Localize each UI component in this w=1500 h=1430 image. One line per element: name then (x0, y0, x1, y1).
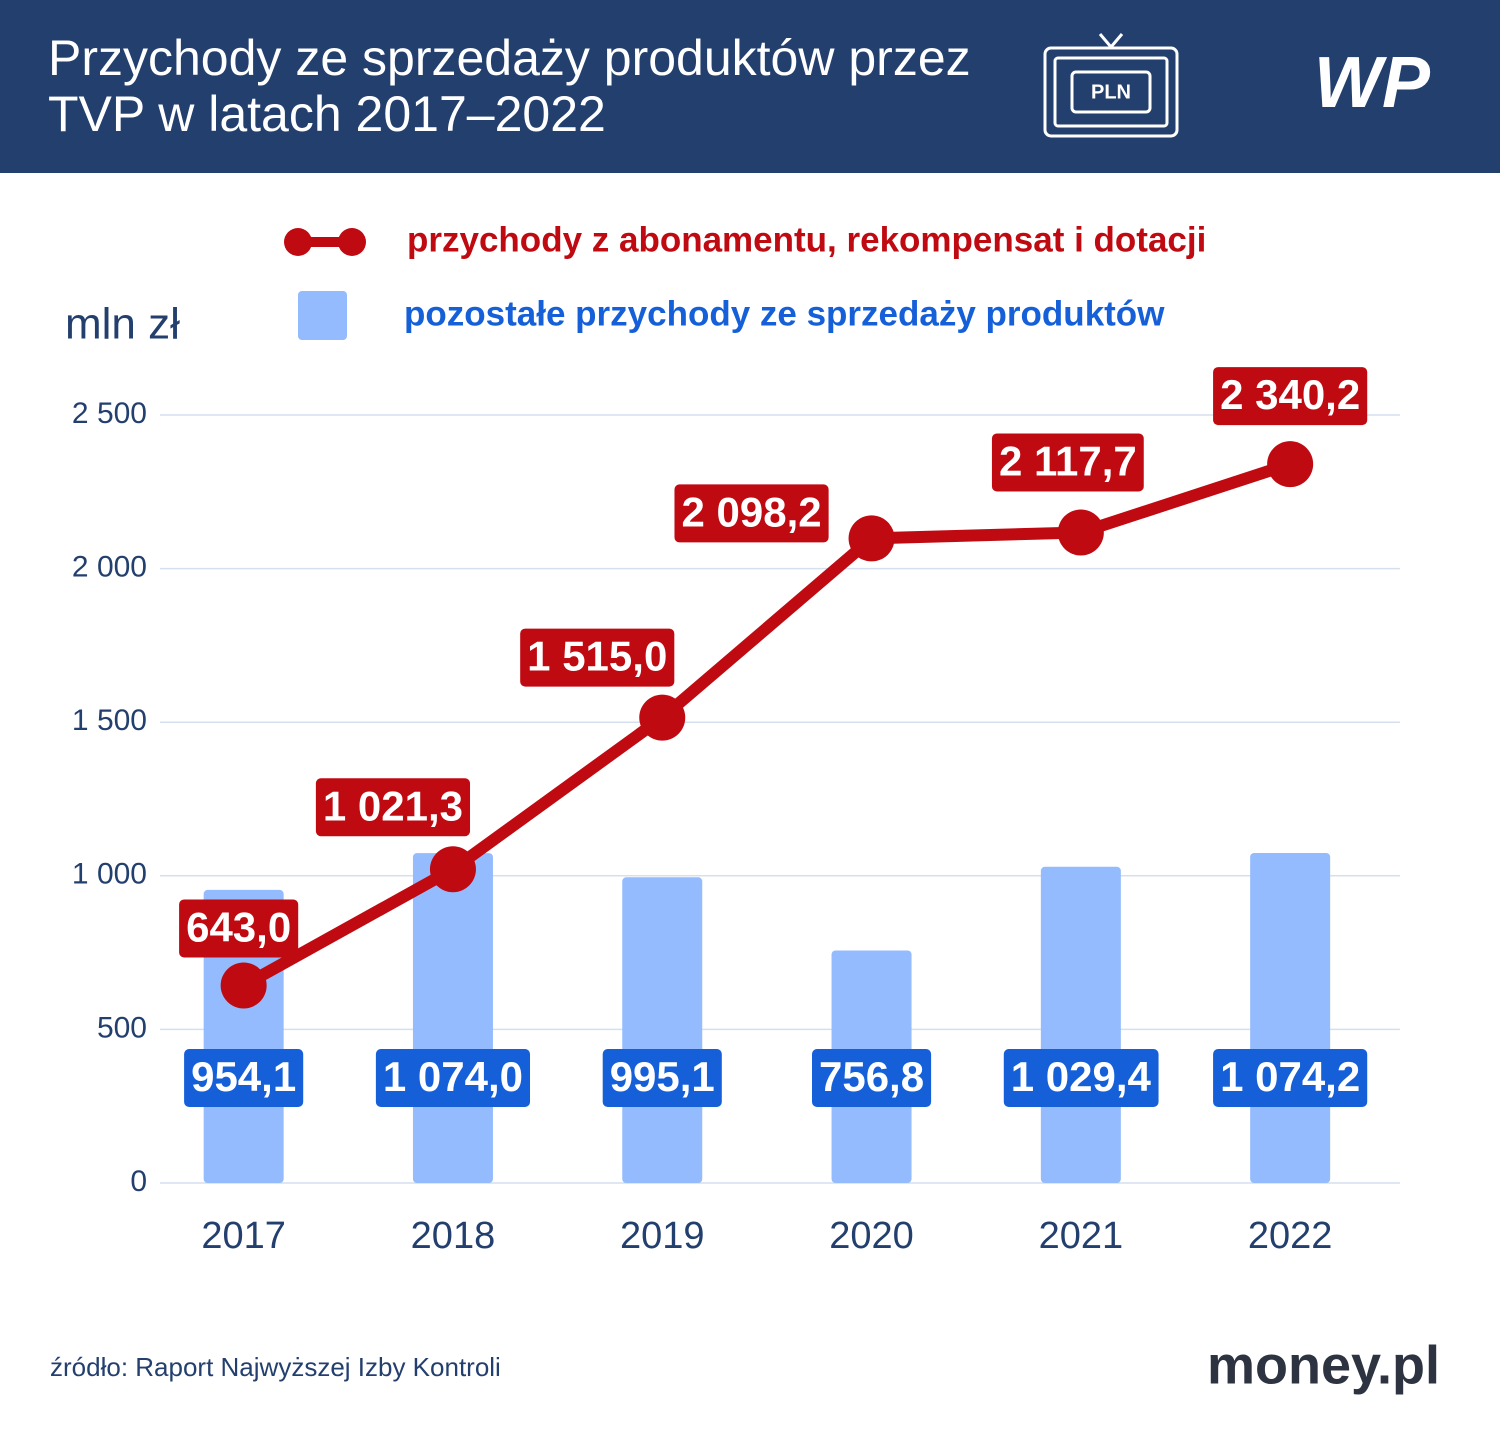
label-box (184, 1049, 304, 1107)
y-tick-label: 0 (130, 1165, 147, 1198)
line-marker (639, 694, 686, 741)
y-tick-label: 1 500 (72, 704, 147, 737)
value-label: 2 340,2 (1213, 367, 1368, 426)
value-label: 2 098,2 (674, 484, 829, 543)
source: źródło: Raport Najwyższej Izby Kontroli (50, 1352, 501, 1382)
x-tick-label: 2018 (411, 1215, 496, 1257)
data-label: 2 098,2 (681, 489, 821, 536)
label-box (674, 484, 829, 543)
value-label: 1 074,0 (375, 1049, 531, 1107)
label-box (602, 1049, 722, 1107)
label-box (991, 433, 1144, 492)
value-label: 1 515,0 (520, 628, 675, 687)
line-marker (220, 962, 267, 1009)
line-marker (1267, 441, 1314, 488)
line-marker (1057, 509, 1104, 556)
value-label: 2 117,7 (991, 433, 1144, 492)
value-label: 1 074,2 (1213, 1049, 1368, 1107)
tv-icon (1043, 33, 1179, 138)
line-marker (429, 846, 476, 893)
label-box (1003, 1049, 1159, 1107)
bar (1040, 866, 1121, 1183)
legend-swatch (298, 291, 347, 340)
value-label: 954,1 (184, 1049, 304, 1107)
value-label: 995,1 (602, 1049, 722, 1107)
unit-label: mln zł (65, 300, 180, 349)
data-label: 954,1 (191, 1053, 296, 1100)
header: Przychody ze sprzedaży produktów przez T… (0, 0, 1500, 173)
legend-label: pozostałe przychody ze sprzedaży produkt… (404, 294, 1165, 333)
y-tick-label: 1 000 (72, 858, 147, 891)
data-label: 1 021,3 (323, 782, 463, 829)
legend-marker (284, 228, 312, 256)
y-tick-label: 500 (97, 1011, 147, 1044)
data-label: 1 074,2 (1220, 1053, 1360, 1100)
x-tick-label: 2021 (1039, 1215, 1124, 1257)
brand: money.pl (1207, 1335, 1440, 1395)
label-box (1213, 367, 1368, 426)
bar (1250, 853, 1331, 1183)
label-box (1213, 1049, 1368, 1107)
label-box (315, 778, 471, 837)
bar (203, 889, 284, 1183)
x-tick-label: 2017 (201, 1215, 286, 1257)
data-label: 995,1 (610, 1053, 715, 1100)
value-label: 1 021,3 (315, 778, 471, 837)
bar (412, 853, 493, 1183)
value-label: 1 029,4 (1003, 1049, 1159, 1107)
data-label: 756,8 (819, 1053, 924, 1100)
legend-marker (338, 228, 366, 256)
y-tick-label: 2 500 (72, 397, 147, 430)
chart-title: Przychody ze sprzedaży produktów przez T… (48, 30, 971, 142)
x-tick-label: 2020 (829, 1215, 914, 1257)
data-label: 1 515,0 (527, 633, 667, 680)
data-label: 1 029,4 (1011, 1053, 1152, 1100)
data-label: 2 340,2 (1220, 371, 1360, 418)
y-tick-label: 2 000 (72, 551, 147, 584)
label-box (179, 899, 299, 958)
x-tick-label: 2022 (1248, 1215, 1333, 1257)
label-box (811, 1049, 932, 1107)
data-label: 1 074,0 (383, 1053, 523, 1100)
line-marker (848, 515, 895, 562)
x-tick-label: 2019 (620, 1215, 705, 1257)
data-label: 2 117,7 (999, 438, 1137, 485)
logo: WP (1314, 43, 1431, 123)
label-box (375, 1049, 531, 1107)
value-label: 643,0 (179, 899, 299, 958)
legend-label: przychody z abonamentu, rekompensat i do… (407, 220, 1206, 259)
value-label: 756,8 (811, 1049, 932, 1107)
label-box (520, 628, 675, 687)
icon-label: PLN (1091, 81, 1131, 103)
bar (622, 877, 703, 1183)
line (240, 458, 1293, 991)
data-label: 643,0 (186, 904, 291, 951)
